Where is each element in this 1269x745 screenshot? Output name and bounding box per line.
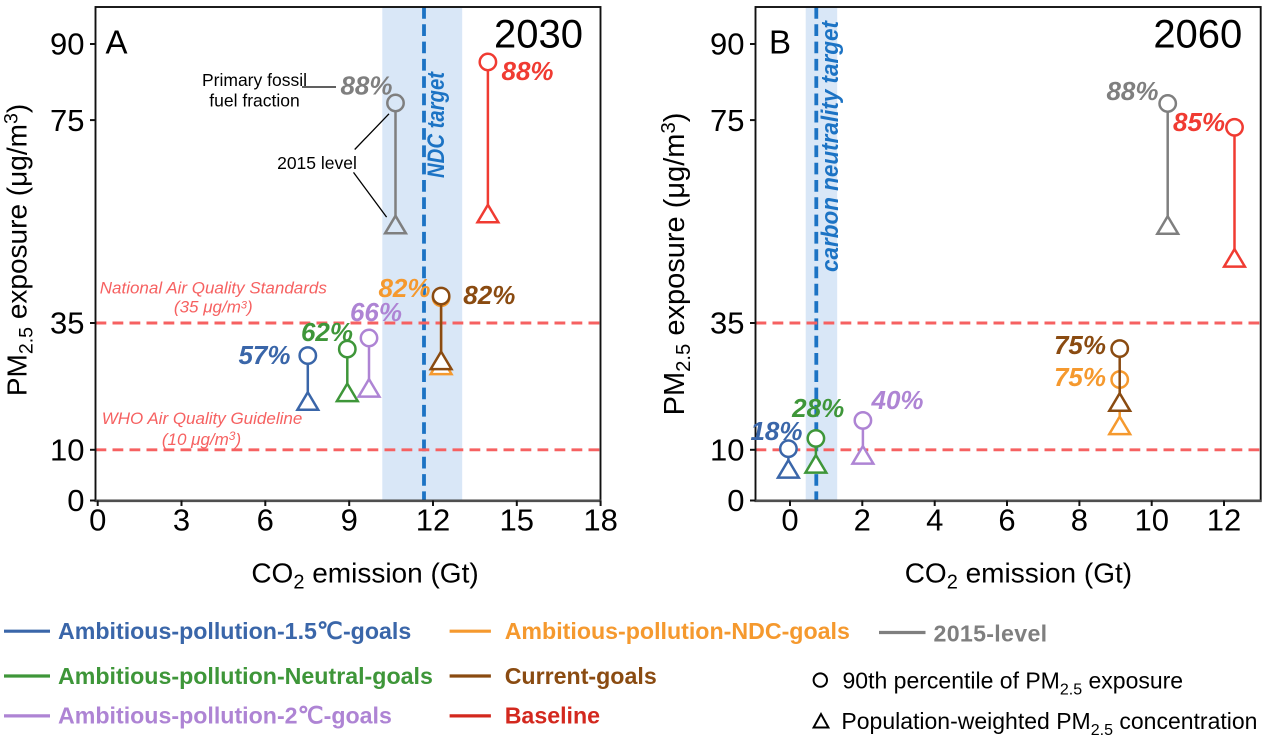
svg-text:75: 75 — [50, 103, 84, 138]
svg-text:Population-weighted PM2.5 conc: Population-weighted PM2.5 concentration — [841, 708, 1257, 739]
svg-text:2: 2 — [854, 503, 871, 538]
svg-text:18%: 18% — [750, 416, 802, 446]
svg-text:fuel fraction: fuel fraction — [209, 91, 299, 111]
svg-text:75: 75 — [710, 103, 744, 138]
svg-text:2030: 2030 — [494, 13, 583, 57]
svg-text:8: 8 — [1071, 503, 1088, 538]
svg-text:2015 level: 2015 level — [277, 153, 357, 173]
svg-text:66%: 66% — [350, 297, 402, 327]
svg-text:Ambitious-pollution-Neutral-go: Ambitious-pollution-Neutral-goals — [58, 663, 433, 689]
svg-text:9: 9 — [341, 503, 358, 538]
svg-text:carbon neutrality target: carbon neutrality target — [817, 20, 844, 272]
svg-text:35: 35 — [50, 306, 84, 341]
svg-text:12: 12 — [416, 503, 450, 538]
svg-text:3: 3 — [173, 503, 190, 538]
svg-text:4: 4 — [926, 503, 943, 538]
svg-text:88%: 88% — [1106, 76, 1158, 106]
svg-text:Current-goals: Current-goals — [505, 663, 657, 689]
svg-text:Ambitious-pollution-1.5℃-goals: Ambitious-pollution-1.5℃-goals — [58, 618, 411, 644]
svg-text:A: A — [106, 24, 128, 61]
svg-text:18: 18 — [583, 503, 617, 538]
svg-text:10: 10 — [50, 433, 84, 468]
svg-text:75%: 75% — [1054, 362, 1106, 392]
svg-text:6: 6 — [998, 503, 1015, 538]
svg-text:Primary fossil: Primary fossil — [202, 70, 307, 90]
svg-text:35: 35 — [710, 306, 744, 341]
svg-text:2015-level: 2015-level — [934, 621, 1048, 647]
svg-text:57%: 57% — [238, 340, 290, 370]
svg-text:Ambitious-pollution-NDC-goals: Ambitious-pollution-NDC-goals — [505, 618, 850, 644]
svg-text:Ambitious-pollution-2℃-goals: Ambitious-pollution-2℃-goals — [58, 703, 392, 729]
svg-text:(10 μg/m3): (10 μg/m3) — [162, 429, 241, 449]
svg-text:CO2 emission (Gt): CO2 emission (Gt) — [905, 558, 1132, 594]
svg-text:0: 0 — [89, 503, 106, 538]
svg-text:WHO Air Quality Guideline: WHO Air Quality Guideline — [102, 409, 303, 428]
svg-text:2060: 2060 — [1153, 13, 1242, 57]
svg-text:10: 10 — [710, 433, 744, 468]
svg-text:28%: 28% — [791, 393, 844, 423]
svg-text:90: 90 — [50, 27, 84, 62]
svg-text:88%: 88% — [340, 71, 392, 101]
svg-text:88%: 88% — [502, 56, 554, 86]
svg-text:NDC target: NDC target — [423, 71, 450, 178]
svg-text:85%: 85% — [1173, 107, 1225, 137]
svg-text:0: 0 — [727, 483, 744, 518]
svg-text:12: 12 — [1207, 503, 1241, 538]
svg-text:90th percentile of PM2.5 expos: 90th percentile of PM2.5 exposure — [843, 667, 1184, 698]
svg-text:40%: 40% — [871, 385, 924, 415]
svg-text:0: 0 — [67, 483, 84, 518]
svg-text:15: 15 — [500, 503, 534, 538]
svg-text:Baseline: Baseline — [505, 703, 600, 729]
svg-text:82%: 82% — [378, 273, 430, 303]
svg-text:0: 0 — [781, 503, 798, 538]
svg-text:National Air Quality Standards: National Air Quality Standards — [100, 279, 328, 298]
svg-text:75%: 75% — [1054, 330, 1106, 360]
svg-text:(35 μg/m3): (35 μg/m3) — [174, 298, 253, 317]
svg-text:B: B — [769, 24, 791, 61]
svg-text:6: 6 — [257, 503, 274, 538]
svg-text:62%: 62% — [301, 317, 353, 347]
svg-text:CO2 emission (Gt): CO2 emission (Gt) — [251, 558, 478, 594]
svg-text:82%: 82% — [463, 280, 515, 310]
svg-text:10: 10 — [1134, 503, 1168, 538]
svg-text:90: 90 — [710, 27, 744, 62]
